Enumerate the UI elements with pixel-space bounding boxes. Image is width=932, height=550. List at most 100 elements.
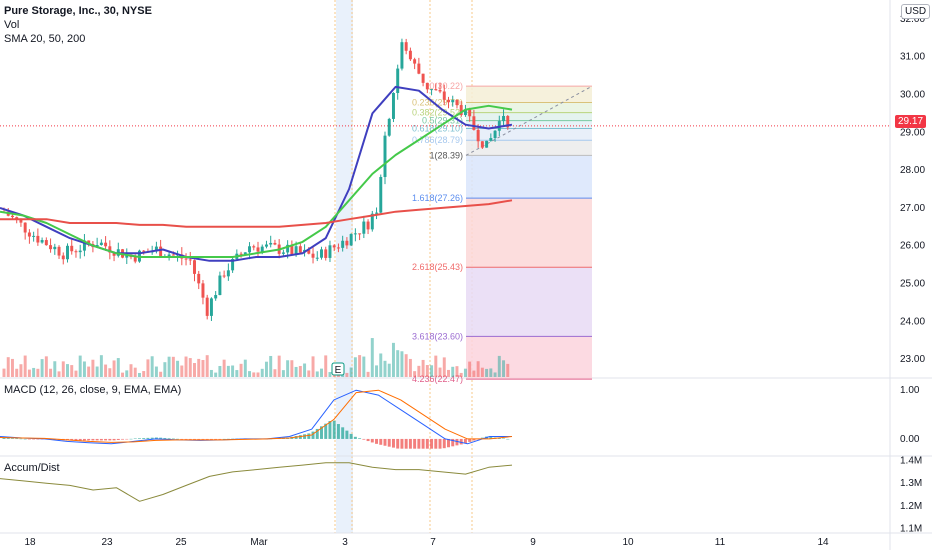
volume-bar	[497, 355, 501, 377]
fib-level-label: 0.786(28.79)	[412, 135, 463, 145]
time-axis-tick: 18	[24, 537, 36, 548]
candle-body	[193, 260, 196, 274]
macd-histogram-bar	[434, 438, 438, 449]
candle-body	[366, 221, 370, 230]
macd-histogram-bar	[438, 438, 442, 449]
fib-zone	[466, 267, 592, 337]
candle-body	[358, 233, 362, 235]
price-axis-tick: 30.00	[900, 90, 925, 101]
volume-bar	[180, 365, 184, 377]
macd-histogram-bar	[6, 438, 10, 439]
candle-body	[472, 116, 476, 130]
candle-body	[383, 135, 387, 177]
macd-histogram-bar	[133, 438, 137, 439]
volume-bar	[167, 356, 171, 377]
candle-body	[23, 222, 27, 233]
fib-zone	[466, 336, 592, 380]
volume-bar	[366, 371, 370, 377]
candle-body	[40, 240, 44, 243]
macd-histogram-bar	[167, 438, 171, 439]
candle-body	[502, 115, 506, 122]
volume-bar	[421, 359, 425, 377]
candle-body	[294, 246, 298, 255]
volume-bar	[53, 361, 57, 377]
volume-bar	[485, 368, 489, 377]
macd-histogram-bar	[307, 433, 311, 439]
sma-label: SMA 20, 50, 200	[4, 33, 86, 45]
macd-histogram-bar	[370, 438, 374, 443]
macd-histogram-bar	[137, 438, 141, 439]
volume-bar	[95, 366, 99, 377]
macd-histogram-bar	[95, 438, 99, 441]
time-axis-tick: 9	[530, 537, 536, 548]
macd-axis-tick: 1.00	[900, 385, 920, 396]
macd-histogram-bar	[379, 438, 383, 445]
volume-bar	[44, 356, 48, 377]
candle-body	[425, 82, 429, 90]
volume-bar	[269, 355, 273, 377]
volume-bar	[82, 361, 86, 377]
time-axis-tick: 3	[342, 537, 348, 548]
macd-histogram-bar	[209, 438, 213, 440]
macd-histogram-bar	[497, 437, 501, 439]
volume-bar	[49, 368, 53, 377]
volume-bar	[91, 359, 95, 377]
volume-bar	[320, 368, 323, 377]
macd-histogram-bar	[222, 438, 226, 440]
candle-body	[311, 253, 315, 258]
volume-bar	[10, 358, 14, 377]
currency-badge[interactable]: USD	[901, 4, 931, 19]
volume-bar	[27, 369, 31, 377]
candle-body	[286, 244, 290, 253]
candle-body	[345, 240, 349, 246]
volume-bar	[379, 353, 383, 377]
volume-bar	[260, 368, 264, 377]
price-axis-tick: 23.00	[900, 354, 925, 365]
macd-legend: MACD (12, 26, close, 9, EMA, EMA)	[4, 383, 181, 397]
candle-body	[480, 141, 484, 148]
macd-title: MACD (12, 26, close, 9, EMA, EMA)	[4, 384, 182, 396]
candle-body	[400, 42, 404, 69]
candle-body	[188, 259, 192, 261]
volume-bar	[273, 369, 277, 377]
macd-histogram-bar	[10, 438, 14, 439]
volume-bar	[442, 357, 446, 377]
volume-bar	[188, 358, 192, 377]
volume-bar	[248, 371, 252, 377]
macd-histogram-bar	[205, 438, 209, 440]
candle-body	[125, 254, 129, 258]
volume-bar	[277, 355, 281, 377]
volume-bar	[154, 366, 158, 377]
candle-body	[396, 68, 400, 93]
candle-body	[27, 232, 31, 237]
candle-body	[451, 100, 455, 103]
macd-histogram-bar	[383, 438, 387, 446]
candle-body	[252, 246, 256, 248]
candle-body	[408, 50, 412, 60]
volume-bar	[413, 371, 417, 377]
time-axis-tick: 23	[101, 537, 113, 548]
volume-bar	[222, 359, 226, 377]
candle-body	[142, 250, 146, 252]
volume-bar	[19, 364, 23, 377]
candle-body	[370, 213, 374, 230]
macd-histogram-bar	[116, 438, 120, 440]
volume-bar	[61, 361, 65, 377]
volume-bar	[108, 368, 112, 377]
volume-bar	[404, 354, 408, 377]
macd-histogram-bar	[197, 438, 201, 440]
macd-histogram-bar	[336, 424, 340, 439]
macd-histogram-bar	[32, 438, 36, 440]
volume-bar	[23, 355, 27, 377]
candle-body	[108, 246, 112, 253]
sma-line-50	[0, 104, 513, 258]
candle-body	[205, 297, 209, 316]
candle-body	[214, 295, 218, 299]
candle-body	[463, 109, 467, 116]
macd-histogram-bar	[87, 438, 91, 441]
candle-body	[154, 246, 158, 252]
candle-body	[70, 245, 74, 252]
volume-bar	[307, 370, 311, 377]
macd-histogram-bar	[472, 438, 476, 441]
legend: Pure Storage, Inc., 30, NYSE Vol SMA 20,…	[4, 4, 152, 46]
